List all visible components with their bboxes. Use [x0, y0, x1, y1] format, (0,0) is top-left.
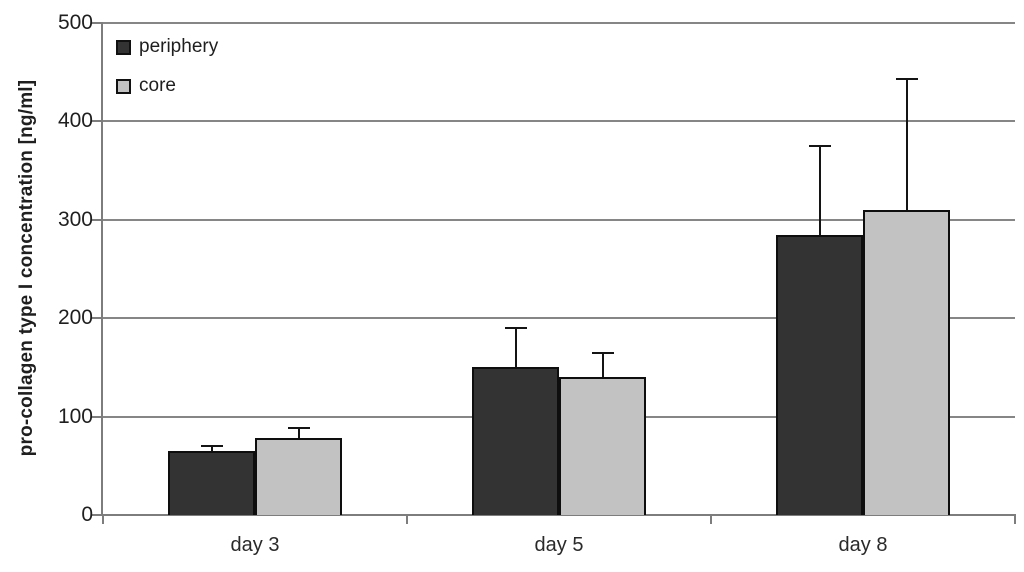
gridline-400 — [103, 120, 1015, 123]
y-tick-label-300: 300 — [57, 207, 93, 231]
bar-periphery-day-3 — [168, 451, 255, 515]
error-cap-periphery-0 — [200, 445, 223, 448]
y-tick-200 — [91, 317, 103, 320]
x-axis-line — [101, 514, 1016, 516]
gridline-300 — [103, 218, 1015, 221]
y-axis-title: pro-collagen type I concentration [ng/ml… — [16, 79, 37, 457]
x-label-day-5: day 5 — [534, 534, 584, 556]
bar-core-day-3 — [255, 438, 342, 515]
gridline-200 — [103, 317, 1015, 320]
error-cap-periphery-1 — [504, 327, 527, 330]
legend-label-periphery: periphery — [139, 36, 219, 57]
legend-item-periphery: periphery — [116, 36, 218, 58]
x-tick-0 — [102, 515, 104, 524]
y-tick-label-100: 100 — [57, 404, 93, 428]
x-tick-3 — [1014, 515, 1016, 524]
error-bar-core-2 — [905, 79, 908, 210]
x-label-day-8: day 8 — [838, 534, 888, 556]
bar-core-day-8 — [863, 209, 950, 515]
y-tick-100 — [91, 415, 103, 418]
y-tick-400 — [91, 120, 103, 123]
gridline-500 — [103, 22, 1015, 24]
error-bar-periphery-0 — [210, 446, 213, 452]
legend-label-core: core — [139, 75, 176, 96]
error-bar-core-0 — [297, 428, 300, 439]
error-cap-core-2 — [895, 78, 918, 81]
bar-core-day-5 — [559, 377, 646, 515]
y-tick-label-500: 500 — [57, 11, 93, 34]
plot-area — [103, 22, 1015, 515]
x-tick-2 — [710, 515, 712, 524]
error-bar-periphery-2 — [818, 146, 821, 235]
y-tick-label-400: 400 — [57, 109, 93, 133]
error-bar-core-1 — [601, 352, 604, 378]
y-tick-300 — [91, 218, 103, 221]
y-tick-0 — [91, 514, 103, 516]
y-tick-500 — [91, 22, 103, 24]
error-bar-periphery-1 — [514, 328, 517, 368]
error-cap-core-0 — [287, 427, 310, 430]
bar-periphery-day-5 — [472, 367, 559, 515]
y-axis-line — [101, 23, 103, 515]
x-label-day-3: day 3 — [230, 534, 280, 556]
legend: periphery core — [116, 36, 218, 97]
error-cap-core-1 — [591, 351, 614, 354]
y-tick-label-200: 200 — [57, 306, 93, 330]
error-cap-periphery-2 — [808, 145, 831, 147]
legend-item-core: core — [116, 75, 218, 97]
periphery-swatch-icon — [116, 39, 131, 55]
core-swatch-icon — [116, 78, 131, 94]
x-tick-1 — [406, 515, 408, 524]
y-tick-label-0: 0 — [81, 503, 93, 526]
bar-periphery-day-8 — [776, 234, 863, 515]
